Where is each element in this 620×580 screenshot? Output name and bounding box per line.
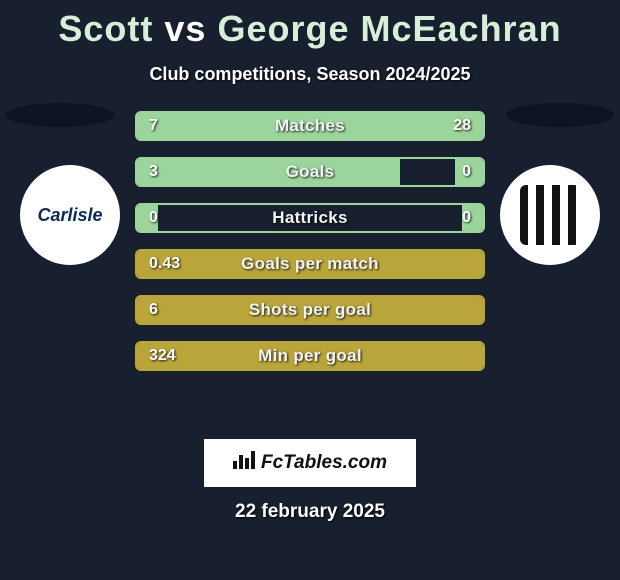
avatar-shadow-left: [6, 103, 114, 127]
stat-value-left: 7: [137, 113, 170, 139]
stat-label: Hattricks: [137, 205, 483, 231]
stat-row: Goals per match0.43: [135, 249, 485, 279]
stat-row: Matches7 28: [135, 111, 485, 141]
stat-value-left: 3: [137, 159, 170, 185]
player1-name: Scott: [58, 8, 153, 49]
avatar-shadow-right: [506, 103, 614, 127]
club-badge-left: Carlisle: [20, 165, 120, 265]
branding-plate[interactable]: FcTables.com: [204, 439, 416, 487]
stat-row: Goals3 0: [135, 157, 485, 187]
stat-row: Min per goal324: [135, 341, 485, 371]
stat-label: Shots per goal: [137, 297, 483, 323]
stat-value-right: 0: [450, 205, 483, 231]
branding-text: FcTables.com: [261, 452, 387, 474]
stat-row: Shots per goal6: [135, 295, 485, 325]
stat-value-left: 0: [137, 205, 170, 231]
stat-value-left: 324: [137, 343, 188, 369]
stat-label: Min per goal: [137, 343, 483, 369]
footer-date: 22 february 2025: [0, 501, 620, 523]
subtitle: Club competitions, Season 2024/2025: [0, 64, 620, 85]
stat-label: Goals: [137, 159, 483, 185]
club-right-stripes-icon: [520, 185, 580, 245]
player2-name: George McEachran: [217, 8, 561, 49]
branding-bars-icon: [233, 451, 255, 475]
club-left-label: Carlisle: [37, 205, 102, 226]
stat-label: Matches: [137, 113, 483, 139]
comparison-arena: Carlisle Matches728Goals30Hattricks00Goa…: [0, 111, 620, 421]
stat-value-right: 28: [441, 113, 483, 139]
club-badge-right: [500, 165, 600, 265]
stat-value-right: 0: [450, 159, 483, 185]
comparison-title: Scott vs George McEachran: [0, 0, 620, 50]
comparison-bar-list: Matches728Goals30Hattricks00Goals per ma…: [135, 111, 485, 371]
vs-connector: vs: [164, 8, 206, 49]
stat-row: Hattricks0 0: [135, 203, 485, 233]
stat-value-left: 6: [137, 297, 170, 323]
stat-value-left: 0.43: [137, 251, 192, 277]
